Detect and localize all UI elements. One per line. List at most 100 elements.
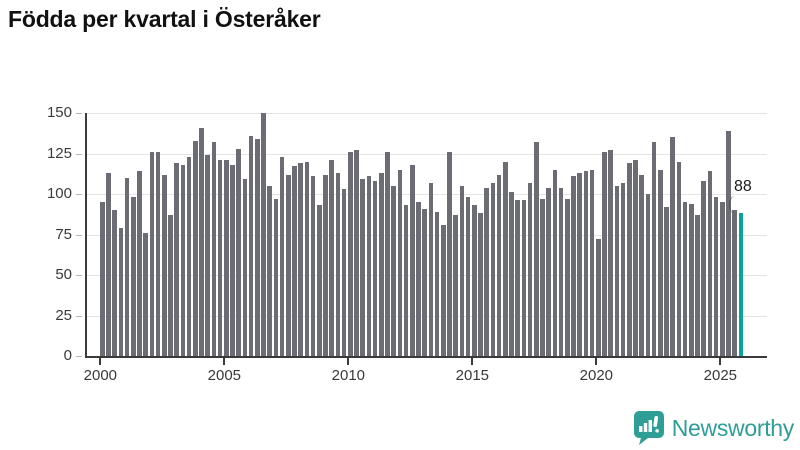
quarter-bar — [707, 171, 713, 356]
quarter-bar — [162, 174, 167, 356]
quarter-bar — [428, 182, 434, 356]
quarter-bar — [565, 198, 570, 356]
quarter-bar — [620, 182, 626, 356]
quarter-bar — [168, 215, 173, 356]
quarter-bar — [441, 224, 446, 356]
gridline-y-100 — [87, 194, 767, 195]
quarter-bar — [509, 192, 514, 356]
quarter-bar — [335, 172, 341, 356]
quarter-bar — [434, 211, 440, 356]
quarter-bar — [614, 185, 620, 356]
quarter-bar — [131, 197, 136, 356]
quarter-bar — [267, 185, 273, 356]
quarter-bar — [534, 142, 539, 356]
quarter-bar — [689, 203, 694, 356]
quarter-bar — [329, 159, 335, 356]
quarter-bar — [397, 169, 403, 356]
quarter-bar — [391, 185, 397, 356]
quarter-bar — [583, 171, 589, 356]
quarter-bar — [360, 179, 366, 356]
quarter-bar — [279, 156, 285, 356]
y-axis-tick-label-125: 125 — [46, 144, 72, 162]
quarter-bar — [217, 159, 223, 356]
y-axis-tick-mark — [76, 113, 82, 114]
quarter-bar — [558, 187, 564, 356]
x-axis-tick-label-2000: 2000 — [83, 367, 118, 384]
quarter-bar — [540, 198, 545, 356]
quarter-bar — [695, 215, 700, 356]
quarter-bar — [713, 197, 719, 356]
quarter-bar — [372, 181, 378, 356]
quarter-bar — [118, 228, 124, 356]
quarter-bar — [552, 169, 558, 356]
quarter-bar — [379, 172, 384, 356]
quarter-bar — [676, 161, 682, 356]
quarter-bar — [645, 194, 651, 356]
quarter-bar — [664, 206, 669, 356]
quarter-bar — [608, 150, 614, 356]
quarter-bar — [137, 171, 142, 356]
quarter-bar — [385, 151, 390, 356]
y-axis-tick-label-0: 0 — [63, 347, 72, 364]
x-axis-tick-mark-2015 — [471, 358, 474, 365]
quarter-bar — [639, 174, 645, 356]
quarter-bar — [633, 159, 638, 356]
plot-area — [85, 113, 767, 358]
y-axis-tick-mark — [76, 356, 82, 357]
quarter-bar — [224, 159, 229, 356]
quarter-bar — [720, 202, 725, 356]
quarter-bar — [422, 208, 428, 356]
quarter-bar — [341, 189, 347, 356]
y-axis-tick-mark — [76, 194, 82, 195]
quarter-bar — [273, 198, 279, 356]
newsworthy-branding: Newsworthy — [632, 410, 794, 446]
quarter-bar — [112, 210, 118, 356]
quarter-bar — [484, 187, 490, 356]
brand-name: Newsworthy — [671, 414, 795, 441]
quarter-bar — [627, 163, 632, 356]
y-axis-tick-mark — [76, 315, 82, 317]
quarter-bar — [571, 176, 576, 356]
x-axis-tick-label-2010: 2010 — [331, 367, 366, 384]
quarter-bar — [143, 232, 149, 356]
x-axis-tick-label-2025: 2025 — [703, 367, 738, 384]
quarter-bar — [100, 202, 105, 356]
quarter-bar — [261, 113, 266, 356]
quarter-bar — [465, 197, 471, 356]
quarter-bar — [149, 151, 155, 356]
quarter-bar — [658, 169, 663, 356]
quarter-bar — [236, 148, 242, 356]
quarter-bar — [310, 176, 316, 356]
quarter-bar — [651, 142, 657, 356]
x-axis-tick-mark-2020 — [595, 358, 598, 365]
quarter-bar — [174, 163, 180, 356]
quarter-bar — [155, 151, 161, 356]
y-axis-tick-label-50: 50 — [55, 266, 72, 283]
last-value-annotation: 88 — [734, 178, 752, 195]
quarter-bar — [403, 205, 409, 356]
quarter-bar — [323, 174, 328, 356]
quarter-bar — [255, 138, 260, 356]
quarter-bar — [317, 205, 322, 356]
y-axis-tick-label-150: 150 — [46, 104, 72, 121]
y-axis-tick-mark — [76, 153, 82, 155]
quarter-bar — [180, 164, 186, 356]
quarter-bar — [490, 182, 496, 356]
gridline-y-150 — [87, 113, 767, 114]
quarter-bar — [199, 127, 204, 356]
quarter-bar — [186, 156, 192, 356]
quarter-bar — [478, 213, 483, 356]
chart-title: Födda per kvartal i Österåker — [8, 6, 321, 32]
quarter-bar — [496, 174, 502, 356]
x-axis-tick-label-2005: 2005 — [207, 367, 242, 384]
quarter-bar — [205, 155, 211, 356]
quarter-bar — [230, 164, 235, 356]
quarter-bar — [503, 161, 508, 356]
y-axis-tick-mark — [76, 275, 82, 276]
quarter-bar — [248, 135, 254, 356]
quarter-bar — [596, 239, 601, 356]
quarter-bar — [292, 166, 297, 356]
quarter-bar — [354, 150, 359, 356]
quarter-bar — [304, 161, 310, 356]
